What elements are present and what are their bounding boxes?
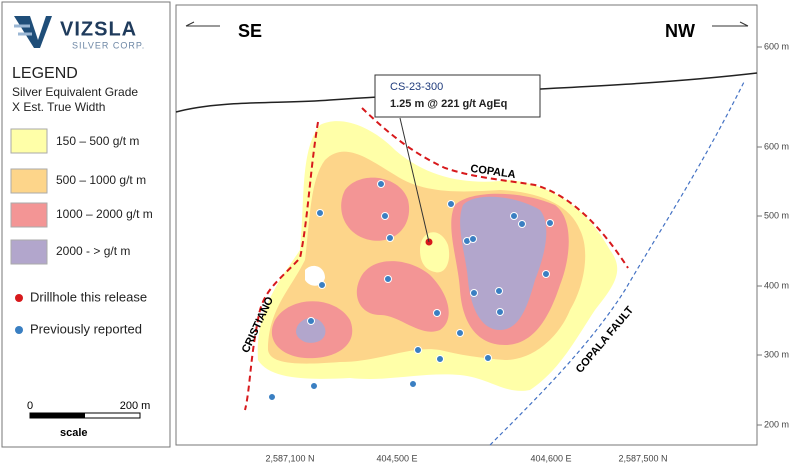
coordinate-label: 2,587,100 N [265,453,314,463]
elevation-axis [757,46,762,426]
previous-drillholes [268,180,554,401]
legend-subtitle: Silver Equivalent Grade [12,85,138,99]
contour-gap [305,265,325,286]
legend-marker [15,294,23,302]
scale-label: 200 m [120,400,151,412]
legend-item: 1000 – 2000 g/t m [56,207,153,221]
contour-1000-2000 [356,261,449,332]
copala-trace [361,107,629,269]
elevation-label: 300 m [764,349,789,359]
elevation-label: 600 m [764,141,789,151]
legend-item: 2000 - > g/t m [56,244,130,258]
legend-swatch [10,239,48,265]
legend-swatch [10,168,48,194]
contour-2000-plus [296,317,326,343]
coordinate-label: 404,500 E [376,453,417,463]
contour-2000-plus [460,196,547,330]
elevation-label: 400 m [764,280,789,290]
logo-name: VIZSLA [60,18,137,40]
elevation-label: 500 m [764,210,789,220]
scale-label: 0 [27,400,33,412]
legend-swatch [10,128,48,154]
legend-subtitle: X Est. True Width [12,100,105,114]
callout-leader [399,117,430,243]
direction-arrow [739,21,749,27]
scale-caption: scale [60,427,88,439]
coordinate-label: 2,587,500 N [618,453,667,463]
callout-hole: CS-23-300 [390,81,443,93]
legend-item: 500 – 1000 g/t m [56,173,146,187]
direction-arrow [185,21,195,27]
logo-tagline: SILVER CORP. [72,40,145,50]
copala-fault-trace [489,79,746,446]
legend-item: 150 – 500 g/t m [56,134,139,148]
elevation-label: 200 m [764,419,789,429]
elevation-label: 600 m [764,41,789,51]
contour-1000-2000 [341,177,410,241]
legend-swatch [10,202,48,228]
scale-bar [29,412,141,419]
callout-result: 1.25 m @ 221 g/t AgEq [390,98,507,110]
legend-marker [15,326,23,334]
legend-item: Previously reported [30,321,142,336]
legend-title: LEGEND [12,65,78,82]
cristiano-trace [244,121,319,411]
logo-mark [14,16,52,48]
callout-box [374,74,541,118]
direction-label: NW [665,21,695,41]
direction-label: SE [238,21,262,41]
legend-item: Drillhole this release [30,289,147,304]
coordinate-label: 404,600 E [530,453,571,463]
